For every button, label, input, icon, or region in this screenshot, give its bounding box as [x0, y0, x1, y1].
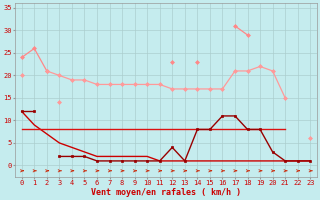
X-axis label: Vent moyen/en rafales ( km/h ): Vent moyen/en rafales ( km/h ) — [91, 188, 241, 197]
